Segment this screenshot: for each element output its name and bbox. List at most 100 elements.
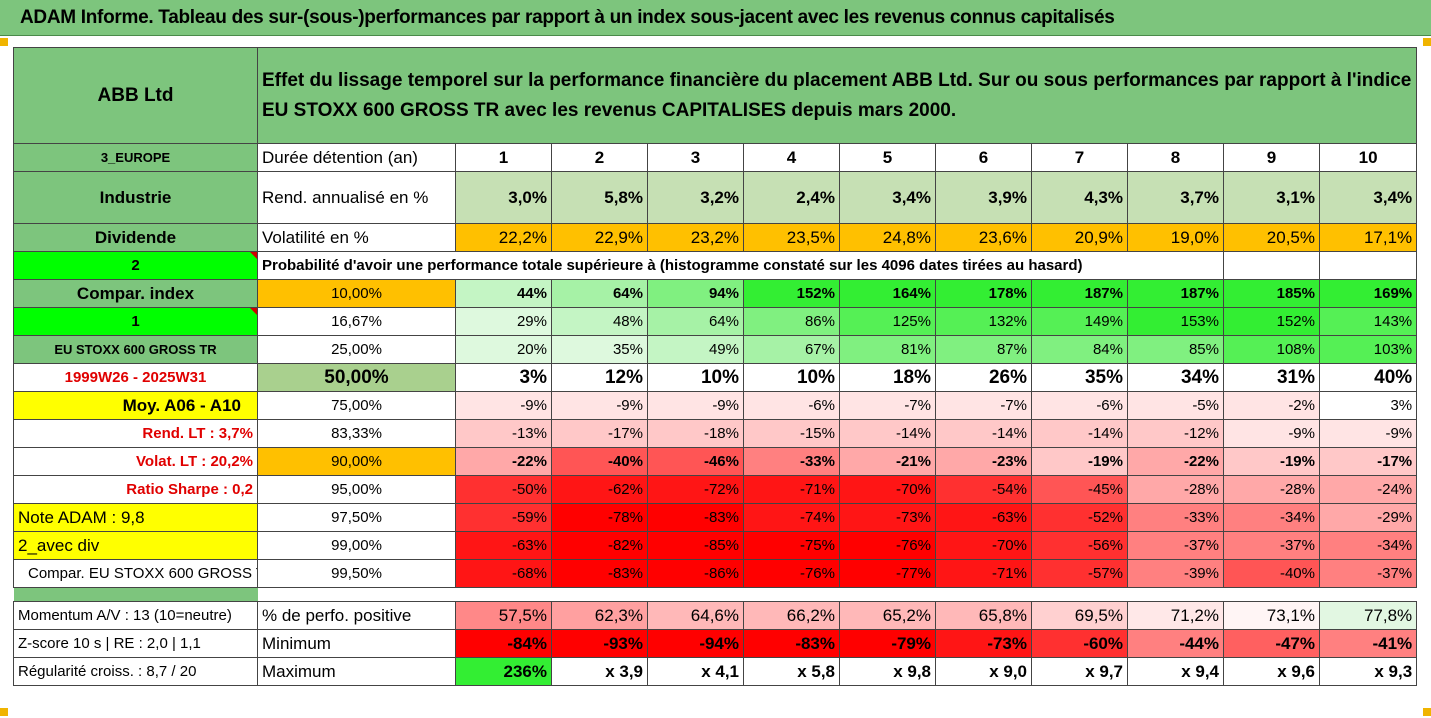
- grid-cell: 125%: [839, 307, 936, 336]
- grid-cell: 10%: [647, 363, 744, 392]
- grid-cell: -34%: [1318, 531, 1418, 560]
- empty-cell: [1318, 251, 1418, 280]
- year-header: 5: [839, 143, 936, 172]
- volat-value: 23,6%: [935, 223, 1032, 252]
- percentile-value: 97,50%: [257, 503, 456, 532]
- grid-cell: 18%: [839, 363, 936, 392]
- percentile-value: 83,33%: [257, 419, 456, 448]
- maximum-value: x 5,8: [743, 657, 840, 686]
- sector-label: Industrie: [13, 171, 258, 224]
- maximum-value: x 9,4: [1127, 657, 1224, 686]
- corner-marker: [0, 708, 8, 716]
- grid-cell: -68%: [455, 559, 552, 588]
- grid-cell: 64%: [551, 279, 648, 308]
- grid-cell: -28%: [1127, 475, 1224, 504]
- maximum-value: 236%: [455, 657, 552, 686]
- grid-cell: 3%: [1318, 391, 1418, 420]
- grid-cell: -29%: [1318, 503, 1418, 532]
- volat-value: 23,5%: [743, 223, 840, 252]
- perf-pos-value: 64,6%: [647, 601, 744, 630]
- percentile-value: 90,00%: [257, 447, 456, 476]
- momentum-label: Momentum A/V : 13 (10=neutre): [13, 601, 258, 630]
- grid-cell: -14%: [839, 419, 936, 448]
- maximum-value: x 9,0: [935, 657, 1032, 686]
- percentile-value: 50,00%: [257, 363, 456, 392]
- grid-cell: -9%: [1318, 419, 1418, 448]
- minimum-value: -84%: [455, 629, 552, 658]
- grid-cell: -63%: [935, 503, 1032, 532]
- grid-cell: 35%: [551, 335, 648, 364]
- minimum-value: -93%: [551, 629, 648, 658]
- volat-value: 17,1%: [1318, 223, 1418, 252]
- maximum-label: Maximum: [257, 657, 456, 686]
- year-header: 4: [743, 143, 840, 172]
- grid-cell: -37%: [1223, 531, 1320, 560]
- company-name: ABB Ltd: [13, 47, 258, 144]
- maximum-value: x 9,6: [1223, 657, 1320, 686]
- grid-cell: -39%: [1127, 559, 1224, 588]
- rend-value: 3,0%: [455, 171, 552, 224]
- grid-cell: -15%: [743, 419, 840, 448]
- grid-cell: 85%: [1127, 335, 1224, 364]
- grid-cell: -6%: [743, 391, 840, 420]
- minimum-value: -60%: [1031, 629, 1128, 658]
- rend-value: 3,4%: [839, 171, 936, 224]
- perf-pos-value: 62,3%: [551, 601, 648, 630]
- perf-pos-value: 66,2%: [743, 601, 840, 630]
- rend-label: Rend. annualisé en %: [257, 171, 456, 224]
- percentile-value: 25,00%: [257, 335, 456, 364]
- compar-full-label: Compar. EU STOXX 600 GROSS TR: [13, 559, 258, 588]
- grid-cell: -9%: [455, 391, 552, 420]
- grid-cell: -2%: [1223, 391, 1320, 420]
- grid-cell: -33%: [1127, 503, 1224, 532]
- grid-cell: 3%: [455, 363, 552, 392]
- grid-cell: 49%: [647, 335, 744, 364]
- grid-cell: -14%: [935, 419, 1032, 448]
- grid-cell: -13%: [455, 419, 552, 448]
- grid-cell: -14%: [1031, 419, 1128, 448]
- percentile-value: 10,00%: [257, 279, 456, 308]
- grid-cell: 35%: [1031, 363, 1128, 392]
- minimum-label: Minimum: [257, 629, 456, 658]
- grid-cell: -85%: [647, 531, 744, 560]
- grid-cell: -50%: [455, 475, 552, 504]
- corner-marker: [0, 38, 8, 46]
- grid-cell: -73%: [839, 503, 936, 532]
- report-description: Effet du lissage temporel sur la perform…: [256, 47, 1418, 144]
- grid-cell: -33%: [743, 447, 840, 476]
- grid-cell: 152%: [743, 279, 840, 308]
- performance-table: ABB Ltd Effet du lissage temporel sur la…: [13, 47, 1418, 686]
- grid-cell: 29%: [455, 307, 552, 336]
- grid-cell: -56%: [1031, 531, 1128, 560]
- grid-cell: -62%: [551, 475, 648, 504]
- grid-cell: -72%: [647, 475, 744, 504]
- grid-cell: -23%: [935, 447, 1032, 476]
- grid-cell: -77%: [839, 559, 936, 588]
- grid-cell: 152%: [1223, 307, 1320, 336]
- grid-cell: 40%: [1318, 363, 1418, 392]
- minimum-value: -94%: [647, 629, 744, 658]
- minimum-value: -47%: [1223, 629, 1320, 658]
- rend-value: 4,3%: [1031, 171, 1128, 224]
- rend-value: 5,8%: [551, 171, 648, 224]
- selector-2[interactable]: 2: [13, 251, 258, 280]
- grid-cell: -6%: [1031, 391, 1128, 420]
- grid-cell: 44%: [455, 279, 552, 308]
- regularite-label: Régularité croiss. : 8,7 / 20: [13, 657, 258, 686]
- percentile-value: 16,67%: [257, 307, 456, 336]
- grid-cell: -82%: [551, 531, 648, 560]
- selector-1[interactable]: 1: [13, 307, 258, 336]
- grid-cell: 81%: [839, 335, 936, 364]
- perf-pos-value: 57,5%: [455, 601, 552, 630]
- perf-pos-value: 65,2%: [839, 601, 936, 630]
- grid-cell: 178%: [935, 279, 1032, 308]
- grid-cell: -70%: [839, 475, 936, 504]
- duree-label: Durée détention (an): [257, 143, 456, 172]
- grid-cell: -45%: [1031, 475, 1128, 504]
- dividende-label: Dividende: [13, 223, 258, 252]
- rend-value: 2,4%: [743, 171, 840, 224]
- grid-cell: -34%: [1223, 503, 1320, 532]
- grid-cell: 108%: [1223, 335, 1320, 364]
- maximum-value: x 9,7: [1031, 657, 1128, 686]
- grid-cell: 164%: [839, 279, 936, 308]
